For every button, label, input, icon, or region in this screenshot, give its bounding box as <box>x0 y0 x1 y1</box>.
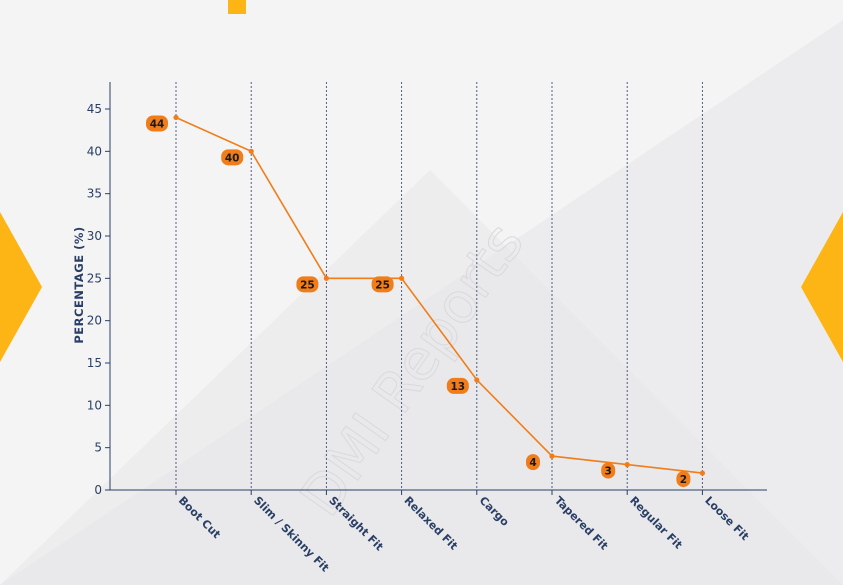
x-tick-label: Tapered Fit <box>552 494 611 553</box>
y-tick-label: 25 <box>87 271 102 285</box>
data-label: 25 <box>371 276 394 293</box>
data-label: 13 <box>446 377 469 394</box>
y-tick-label: 35 <box>87 187 102 201</box>
data-label: 2 <box>676 471 691 488</box>
top-accent-shape <box>228 0 246 14</box>
data-label-badge <box>676 471 691 488</box>
data-point <box>549 453 555 459</box>
x-tick-label: Regular Fit <box>627 494 685 552</box>
y-ticks: 0 5 10 15 20 25 30 35 40 45 <box>87 102 110 497</box>
data-label-badge <box>601 462 616 479</box>
y-tick-label: 5 <box>94 441 102 455</box>
data-label-text: 40 <box>225 152 240 164</box>
left-arrow-shape <box>0 212 42 362</box>
data-label: 3 <box>601 462 616 479</box>
data-point <box>248 148 254 154</box>
data-point <box>474 377 480 383</box>
watermark: DMI Reports <box>288 212 537 528</box>
data-label-text: 3 <box>605 466 612 478</box>
data-label-badge <box>221 149 244 166</box>
y-tick-label: 30 <box>87 229 102 243</box>
data-label-text: 44 <box>150 118 165 130</box>
data-labels: 44 40 25 25 13 4 3 2 <box>146 115 691 488</box>
data-points <box>173 114 706 476</box>
data-label: 4 <box>526 454 540 471</box>
y-tick-label: 20 <box>87 314 102 328</box>
data-label-badge <box>371 276 394 293</box>
x-tick-label: Relaxed Fit <box>401 494 460 553</box>
data-label-badge <box>146 115 168 132</box>
data-point <box>323 275 329 281</box>
series-line <box>175 116 703 474</box>
axes <box>109 82 767 491</box>
data-label-badge <box>296 276 319 293</box>
x-tick-label: Boot Cut <box>176 494 223 541</box>
data-point <box>624 462 630 468</box>
data-label: 44 <box>146 115 168 132</box>
data-label-text: 25 <box>300 279 315 291</box>
right-arrow-shape <box>801 212 843 362</box>
data-label: 25 <box>296 276 319 293</box>
y-tick-label: 40 <box>87 144 102 158</box>
y-tick-label: 15 <box>87 356 102 370</box>
data-label-text: 25 <box>375 279 390 291</box>
data-label-text: 13 <box>450 381 465 393</box>
data-label-badge <box>446 377 469 394</box>
y-tick-label: 0 <box>94 483 102 497</box>
grid <box>175 82 703 490</box>
x-tick-label: Cargo <box>477 494 512 529</box>
y-tick-label: 45 <box>87 102 102 116</box>
x-tick-label: Loose Fit <box>702 494 751 543</box>
data-point <box>699 470 706 476</box>
data-label-badge <box>526 454 540 471</box>
y-tick-label: 10 <box>87 398 102 412</box>
data-point <box>399 275 405 281</box>
data-point <box>173 114 179 121</box>
data-label-text: 2 <box>680 474 687 486</box>
y-axis-label: PERCENTAGE (%) <box>72 226 86 343</box>
data-label-text: 4 <box>529 457 536 469</box>
data-label: 40 <box>221 149 244 166</box>
